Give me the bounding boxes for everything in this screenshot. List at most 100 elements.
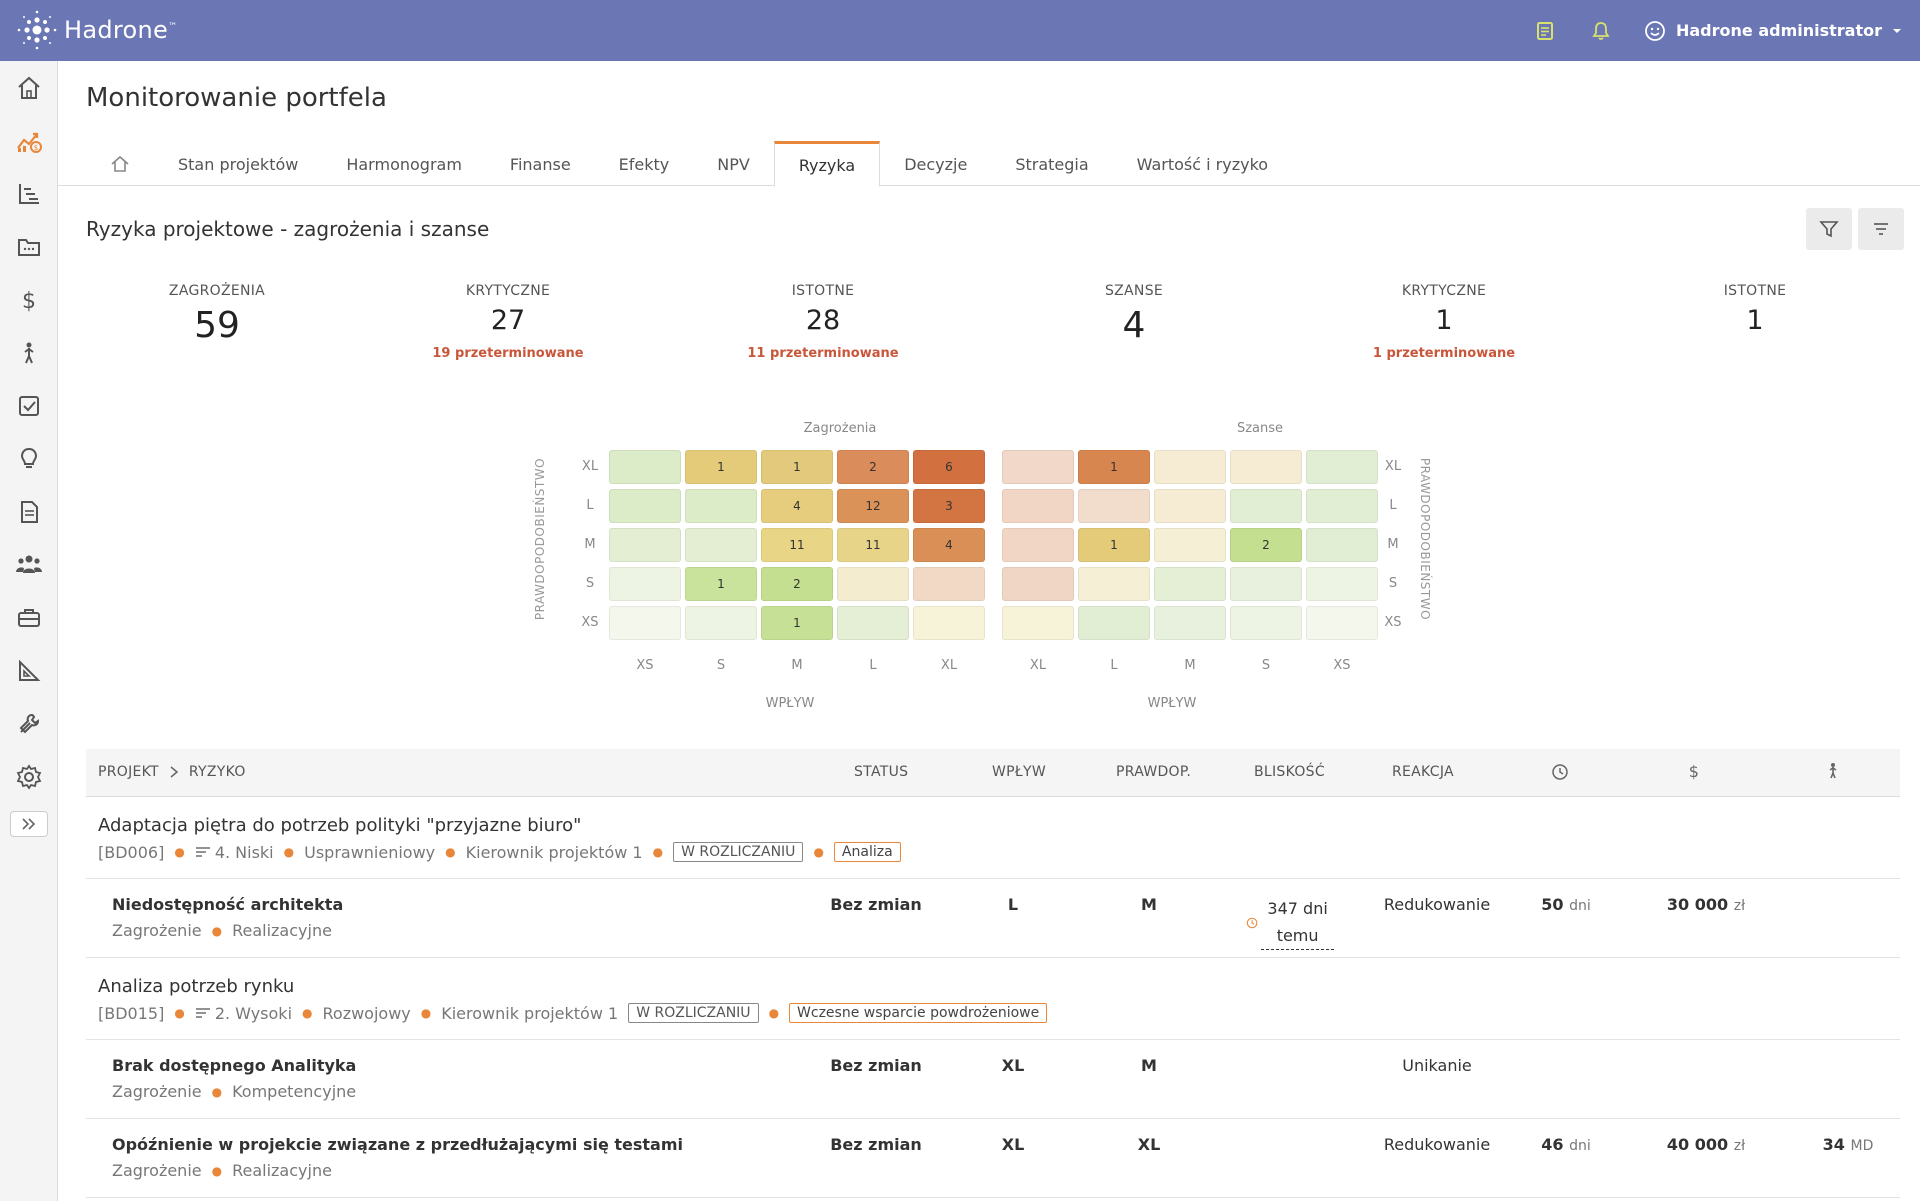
threat-matrix-cell[interactable]: 1 [685, 450, 757, 484]
dollar-icon[interactable]: $ [0, 273, 58, 326]
bell-icon[interactable] [1588, 18, 1614, 44]
opportunity-matrix-cell[interactable] [1306, 528, 1378, 562]
opportunity-matrix-cell[interactable] [1002, 528, 1074, 562]
threat-matrix-cell[interactable] [609, 567, 681, 601]
opportunity-matrix-cell[interactable] [1306, 567, 1378, 601]
opportunity-matrix-cell[interactable] [1230, 450, 1302, 484]
project-title[interactable]: Adaptacja piętra do potrzeb polityki "pr… [98, 815, 582, 836]
document-icon[interactable] [0, 485, 58, 538]
tab-ryzyka[interactable]: Ryzyka [773, 141, 881, 187]
risk-name[interactable]: Niedostępność architekta [112, 895, 344, 914]
threat-matrix-cell[interactable] [609, 606, 681, 640]
project-title[interactable]: Analiza potrzeb rynku [98, 976, 295, 997]
stat-threats[interactable]: ZAGROŻENIA 59 [168, 283, 266, 346]
threat-matrix-cell[interactable] [685, 606, 757, 640]
opportunity-matrix-cell[interactable] [1002, 450, 1074, 484]
app-logo[interactable]: Hadrone™ [16, 10, 177, 50]
opportunity-matrix-cell[interactable] [1078, 489, 1150, 523]
threat-matrix-cell[interactable]: 12 [837, 489, 909, 523]
lightbulb-icon[interactable] [0, 432, 58, 485]
stat-opportunities-significant[interactable]: ISTOTNE 1 [1723, 283, 1787, 336]
opportunity-matrix-cell[interactable] [1306, 450, 1378, 484]
threat-matrix-cell[interactable]: 11 [837, 528, 909, 562]
threat-matrix-cell[interactable]: 2 [761, 567, 833, 601]
project-group[interactable]: Adaptacja piętra do potrzeb polityki "pr… [86, 797, 1900, 879]
threat-matrix-cell[interactable]: 4 [761, 489, 833, 523]
stat-threats-significant[interactable]: ISTOTNE 28 11 przeterminowane [747, 283, 899, 361]
threat-matrix-cell[interactable]: 1 [685, 567, 757, 601]
tab-efekty[interactable]: Efekty [618, 154, 670, 174]
opportunity-matrix-cell[interactable] [1078, 606, 1150, 640]
opportunity-matrix-cell[interactable] [1306, 489, 1378, 523]
threat-matrix-cell[interactable] [609, 528, 681, 562]
stat-opportunities-critical[interactable]: KRYTYCZNE 1 1 przeterminowane [1372, 283, 1516, 361]
opportunity-matrix-cell[interactable]: 1 [1078, 450, 1150, 484]
column-ryzyko[interactable]: RYZYKO [188, 764, 246, 780]
opportunity-matrix-cell[interactable] [1230, 606, 1302, 640]
threat-matrix-cell[interactable] [609, 450, 681, 484]
opportunity-matrix-cell[interactable] [1154, 450, 1226, 484]
tab-home[interactable] [86, 141, 154, 187]
opportunity-matrix-cell[interactable] [1154, 606, 1226, 640]
column-cost[interactable]: $ [1688, 762, 1700, 784]
gear-icon[interactable] [0, 750, 58, 803]
stat-threats-critical[interactable]: KRYTYCZNE 27 19 przeterminowane [432, 283, 584, 361]
column-prawdop[interactable]: PRAWDOP. [1116, 764, 1192, 780]
risk-row[interactable]: Niedostępność architekta Zagrożenie ● Re… [86, 879, 1900, 958]
team-icon[interactable] [0, 538, 58, 591]
filter-button[interactable] [1806, 208, 1852, 250]
tab-strategia[interactable]: Strategia [1015, 154, 1089, 174]
column-time[interactable] [1551, 763, 1569, 785]
threat-matrix-cell[interactable] [837, 567, 909, 601]
threat-matrix-cell[interactable] [837, 606, 909, 640]
threat-matrix-cell[interactable] [609, 489, 681, 523]
threat-matrix-cell[interactable]: 2 [837, 450, 909, 484]
threat-matrix-cell[interactable]: 1 [761, 606, 833, 640]
risk-row[interactable]: Opóźnienie w projekcie związane z przedł… [86, 1119, 1900, 1198]
folder-icon[interactable] [0, 220, 58, 273]
project-group[interactable]: Analiza potrzeb rynku [BD015] ● 2. Wysok… [86, 958, 1900, 1040]
gantt-chart-icon[interactable] [0, 167, 58, 220]
threat-matrix-cell[interactable] [913, 606, 985, 640]
opportunity-matrix-cell[interactable] [1002, 606, 1074, 640]
threat-matrix-cell[interactable]: 3 [913, 489, 985, 523]
threat-matrix-cell[interactable]: 4 [913, 528, 985, 562]
opportunity-matrix-cell[interactable] [1230, 489, 1302, 523]
opportunity-matrix-cell[interactable] [1154, 528, 1226, 562]
threat-matrix-cell[interactable]: 11 [761, 528, 833, 562]
opportunity-matrix-cell[interactable] [1230, 567, 1302, 601]
threat-matrix-cell[interactable] [913, 567, 985, 601]
risk-name[interactable]: Brak dostępnego Analityka [112, 1056, 357, 1075]
portfolio-chart-icon[interactable]: $ [0, 114, 58, 167]
tab-decyzje[interactable]: Decyzje [904, 154, 968, 174]
opportunity-matrix-cell[interactable] [1002, 489, 1074, 523]
threat-matrix-cell[interactable]: 6 [913, 450, 985, 484]
sort-button[interactable] [1858, 208, 1904, 250]
checkbox-icon[interactable] [0, 379, 58, 432]
stat-opportunities[interactable]: SZANSE 4 [1104, 283, 1164, 346]
risk-row[interactable]: Brak dostępnego Analityka Zagrożenie ● K… [86, 1040, 1900, 1119]
opportunity-matrix-cell[interactable] [1078, 567, 1150, 601]
column-projekt[interactable]: PROJEKT [98, 764, 159, 780]
threat-matrix-cell[interactable] [685, 528, 757, 562]
opportunity-matrix-cell[interactable]: 1 [1078, 528, 1150, 562]
person-icon[interactable] [0, 326, 58, 379]
opportunity-matrix-cell[interactable] [1154, 489, 1226, 523]
opportunity-matrix-cell[interactable] [1306, 606, 1378, 640]
column-status[interactable]: STATUS [854, 764, 909, 780]
wrench-icon[interactable] [0, 697, 58, 750]
notes-icon[interactable] [1532, 18, 1558, 44]
tab-wartosc-i-ryzyko[interactable]: Wartość i ryzyko [1136, 154, 1269, 174]
opportunity-matrix-cell[interactable]: 2 [1230, 528, 1302, 562]
risk-name[interactable]: Opóźnienie w projekcie związane z przedł… [112, 1135, 683, 1154]
column-reakcja[interactable]: REAKCJA [1392, 764, 1454, 780]
opportunity-matrix-cell[interactable] [1154, 567, 1226, 601]
tab-npv[interactable]: NPV [717, 154, 750, 174]
set-square-icon[interactable] [0, 644, 58, 697]
threat-matrix-cell[interactable] [685, 489, 757, 523]
toolbox-icon[interactable] [0, 591, 58, 644]
tab-harmonogram[interactable]: Harmonogram [346, 154, 462, 174]
opportunity-matrix-cell[interactable] [1002, 567, 1074, 601]
home-icon[interactable] [0, 61, 58, 114]
column-wplyw[interactable]: WPŁYW [992, 764, 1047, 780]
